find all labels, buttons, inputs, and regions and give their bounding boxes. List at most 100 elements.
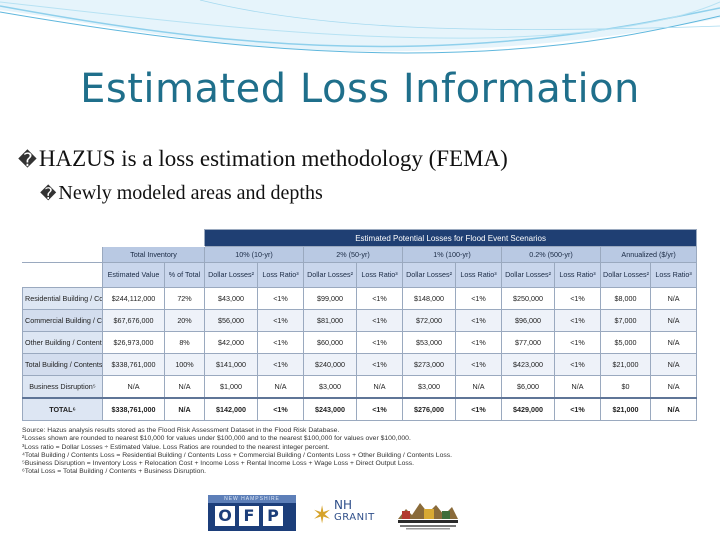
bullet-hazus-text: HAZUS is a loss estimation methodology (… <box>38 146 508 171</box>
regional-planning-logo <box>398 503 458 530</box>
loss-table: Estimated Potential Losses for Flood Eve… <box>21 229 698 421</box>
table-cell: N/A <box>163 375 206 399</box>
table-cell: <1% <box>356 331 404 354</box>
table-cell: $276,000 <box>402 397 457 421</box>
slide-title: Estimated Loss Information <box>80 66 640 112</box>
table-cell: <1% <box>257 353 305 376</box>
column-header: Dollar Losses² <box>501 262 556 288</box>
table-cell: $56,000 <box>204 309 259 332</box>
column-header: Dollar Losses² <box>303 262 358 288</box>
table-cell: N/A <box>163 397 206 421</box>
ofp-letter-o: O <box>215 506 235 526</box>
footnote: Source: Hazus analysis results stored as… <box>22 427 340 434</box>
group-500yr: 0.2% (500-yr) <box>501 246 602 263</box>
header-wave-decoration <box>0 0 720 54</box>
footnote: ⁵Business Disruption = Inventory Loss + … <box>22 460 415 468</box>
bullet-hazus: �HAZUS is a loss estimation methodology … <box>18 146 508 172</box>
table-cell: $0 <box>600 375 652 399</box>
column-header: Loss Ratio³ <box>554 262 602 288</box>
table-cell: $67,676,000 <box>102 309 165 332</box>
ofp-letter-p: P <box>263 506 283 526</box>
column-header: Loss Ratio³ <box>257 262 305 288</box>
table-cell: $53,000 <box>402 331 457 354</box>
ofp-logo-band: NEW HAMPSHIRE <box>208 495 296 503</box>
table-cell: $141,000 <box>204 353 259 376</box>
table-cell: <1% <box>356 397 404 421</box>
table-cell: N/A <box>650 331 698 354</box>
footnote: ⁶Total Loss = Total Building / Contents … <box>22 468 207 476</box>
table-cell: $142,000 <box>204 397 259 421</box>
table-cell: <1% <box>257 309 305 332</box>
table-cell: $240,000 <box>303 353 358 376</box>
table-cell: <1% <box>257 331 305 354</box>
table-cell: 100% <box>163 353 206 376</box>
table-cell: <1% <box>554 309 602 332</box>
bullet-glyph-icon: � <box>18 150 37 171</box>
table-cell: $21,000 <box>600 397 652 421</box>
table-cell: <1% <box>356 353 404 376</box>
table-cell: $3,000 <box>402 375 457 399</box>
footnote: ²Losses shown are rounded to nearest $10… <box>22 435 411 443</box>
column-header: Loss Ratio³ <box>650 262 698 288</box>
table-cell: $7,000 <box>600 309 652 332</box>
column-header: Estimated Value <box>102 262 165 288</box>
column-header: Loss Ratio³ <box>455 262 503 288</box>
column-header: Dollar Losses² <box>402 262 457 288</box>
table-row: Residential Building / Contents$244,112,… <box>22 287 698 310</box>
table-total-row: TOTAL⁶ $338,761,000 N/A $142,000 <1% $243,000… <box>22 397 698 421</box>
group-annualized: Annualized ($/yr) <box>600 246 698 263</box>
row-label: Total Building / Contents⁴ <box>22 353 103 376</box>
group-100yr: 1% (100-yr) <box>402 246 503 263</box>
column-header: % of Total <box>163 262 206 288</box>
table-cell: $338,761,000 <box>102 397 165 421</box>
table-row: Business Disruption⁵ N/A N/A $1,000 N/A $3,00… <box>22 375 698 399</box>
table-row: Commercial Building / Contents$67,676,00… <box>22 309 698 332</box>
table-corner-blank <box>21 229 206 247</box>
table-cell: <1% <box>455 331 503 354</box>
table-cell: $81,000 <box>303 309 358 332</box>
table-cell: $42,000 <box>204 331 259 354</box>
table-cell: $250,000 <box>501 287 556 310</box>
table-cell: <1% <box>554 331 602 354</box>
table-cell: $77,000 <box>501 331 556 354</box>
table-cell: <1% <box>554 353 602 376</box>
table-cell: $96,000 <box>501 309 556 332</box>
column-header: Loss Ratio³ <box>356 262 404 288</box>
table-cell: N/A <box>356 375 404 399</box>
row-label: Other Building / Contents <box>22 331 103 354</box>
column-header: Dollar Losses² <box>600 262 652 288</box>
star-icon: ✶ <box>312 501 333 529</box>
table-cell: $244,112,000 <box>102 287 165 310</box>
table-cell: $43,000 <box>204 287 259 310</box>
nh-granit-logo-line1: NH <box>334 498 352 512</box>
table-cell: $1,000 <box>204 375 259 399</box>
table-cell: N/A <box>650 309 698 332</box>
table-corner-blank <box>22 246 103 263</box>
row-label: Business Disruption⁵ <box>22 375 103 399</box>
table-cell: N/A <box>650 375 698 399</box>
table-cell: $273,000 <box>402 353 457 376</box>
table-cell: N/A <box>257 375 305 399</box>
sub-bullet-modeled-areas-text: Newly modeled areas and depths <box>58 182 323 204</box>
group-total-inventory: Total Inventory <box>101 246 206 263</box>
bullet-glyph-icon: � <box>40 184 57 203</box>
table-corner-blank <box>22 262 103 288</box>
nh-granit-logo-line2: GRANIT <box>334 512 375 523</box>
table-cell: $243,000 <box>303 397 358 421</box>
table-cell: 72% <box>163 287 206 310</box>
table-cell: <1% <box>554 397 602 421</box>
table-cell: N/A <box>650 353 698 376</box>
column-header: Dollar Losses² <box>204 262 259 288</box>
table-row: Other Building / Contents $26,973,000 8% $4… <box>22 331 698 354</box>
group-10yr: 10% (10-yr) <box>204 246 305 263</box>
table-cell: N/A <box>455 375 503 399</box>
table-footnotes: Source: Hazus analysis results stored as… <box>22 427 696 477</box>
nh-granit-logo: ✶ NH GRANIT <box>312 495 382 531</box>
footnote: ⁴Total Building / Contents Loss = Reside… <box>22 451 453 459</box>
row-label: TOTAL⁶ <box>22 397 103 421</box>
table-cell: $5,000 <box>600 331 652 354</box>
row-label: Residential Building / Contents <box>22 287 103 310</box>
table-cell: <1% <box>356 287 404 310</box>
